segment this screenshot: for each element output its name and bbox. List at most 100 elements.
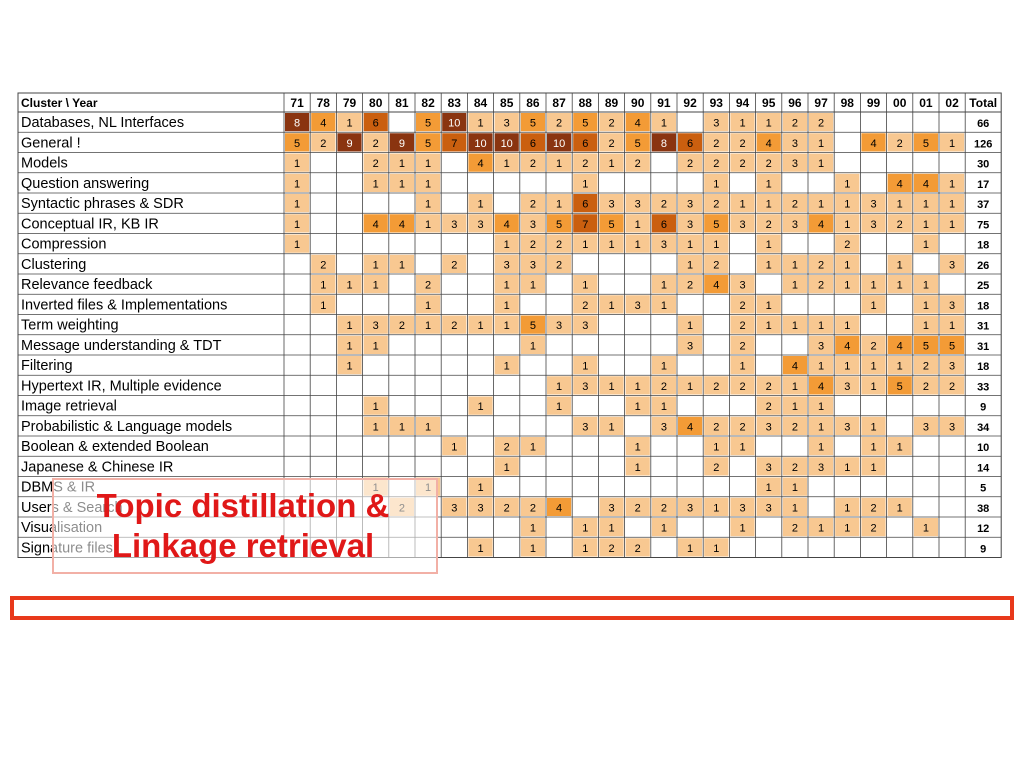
value-cell — [704, 234, 729, 253]
row-total: 9 — [980, 543, 986, 555]
value-cell — [494, 437, 519, 456]
value-cell — [442, 497, 467, 516]
value-cell — [756, 376, 781, 395]
row-label: Image retrieval — [21, 399, 117, 415]
cell-value: 1 — [477, 199, 483, 211]
value-cell — [573, 173, 598, 192]
row-label: Boolean & extended Boolean — [21, 439, 209, 455]
cell-value: 1 — [897, 502, 903, 514]
cell-value: 1 — [582, 361, 588, 373]
row-total: 17 — [977, 179, 989, 191]
header-year: 95 — [762, 96, 776, 110]
cell-value: 1 — [818, 401, 824, 413]
cell-value: 5 — [294, 138, 300, 150]
value-cell — [756, 457, 781, 476]
value-cell — [494, 254, 519, 273]
cell-value: 1 — [530, 543, 536, 555]
value-cell — [940, 356, 965, 375]
cell-value: 1 — [792, 280, 798, 292]
cell-value: 1 — [923, 300, 929, 312]
row-total: 12 — [977, 523, 989, 535]
cell-value: 5 — [949, 340, 955, 352]
value-cell — [940, 295, 965, 314]
cell-value: 1 — [766, 199, 772, 211]
value-cell — [861, 518, 886, 537]
cell-value: 10 — [553, 138, 565, 150]
header-year: 94 — [736, 96, 750, 110]
value-cell — [547, 113, 572, 132]
value-cell — [520, 113, 545, 132]
value-cell — [494, 497, 519, 516]
cell-value: 10 — [501, 138, 513, 150]
cell-value: 1 — [844, 280, 850, 292]
cell-value: 3 — [582, 421, 588, 433]
value-cell — [625, 113, 650, 132]
cell-value: 1 — [949, 219, 955, 231]
cell-value: 3 — [608, 502, 614, 514]
value-cell — [782, 113, 807, 132]
value-cell — [782, 477, 807, 496]
value-cell — [573, 133, 598, 152]
value-cell — [285, 194, 310, 213]
cell-value: 1 — [844, 259, 850, 271]
cell-value: 4 — [320, 118, 326, 130]
cell-value: 1 — [582, 178, 588, 190]
value-cell — [363, 113, 388, 132]
value-cell — [913, 356, 938, 375]
cell-value: 4 — [897, 178, 903, 190]
cell-value: 1 — [897, 442, 903, 454]
value-cell — [704, 133, 729, 152]
row-label: Syntactic phrases & SDR — [21, 196, 184, 212]
row-total: 14 — [977, 462, 990, 474]
value-cell — [887, 254, 912, 273]
value-cell — [651, 133, 676, 152]
value-cell — [494, 356, 519, 375]
value-cell — [704, 376, 729, 395]
cell-value: 1 — [608, 300, 614, 312]
value-cell — [468, 133, 493, 152]
value-cell — [782, 356, 807, 375]
value-cell — [547, 497, 572, 516]
cell-value: 5 — [635, 138, 641, 150]
cell-value: 4 — [897, 340, 903, 352]
value-cell — [835, 214, 860, 233]
value-cell — [442, 113, 467, 132]
value-cell — [861, 214, 886, 233]
header-cluster-label: Cluster \ Year — [21, 96, 98, 110]
value-cell — [756, 315, 781, 334]
cell-value: 1 — [923, 523, 929, 535]
value-cell — [782, 416, 807, 435]
value-cell — [599, 295, 624, 314]
value-cell — [730, 416, 755, 435]
value-cell — [782, 497, 807, 516]
value-cell — [940, 133, 965, 152]
cell-value: 2 — [504, 442, 510, 454]
value-cell — [442, 437, 467, 456]
header-year: 80 — [369, 96, 383, 110]
value-cell — [311, 295, 336, 314]
value-cell — [704, 254, 729, 273]
cell-value: 1 — [635, 381, 641, 393]
table-border — [17, 92, 1002, 558]
row-label: Term weighting — [21, 318, 119, 334]
value-cell — [651, 518, 676, 537]
value-cell — [704, 173, 729, 192]
cell-value: 3 — [792, 158, 798, 170]
value-cell — [756, 477, 781, 496]
cell-value: 1 — [294, 239, 300, 251]
cell-value: 1 — [425, 219, 431, 231]
value-cell — [940, 335, 965, 354]
header-total: Total — [969, 96, 997, 110]
value-cell — [547, 153, 572, 172]
cell-value: 3 — [844, 381, 850, 393]
cell-value: 1 — [608, 523, 614, 535]
cell-value: 1 — [792, 502, 798, 514]
cell-value: 1 — [818, 199, 824, 211]
value-cell — [730, 497, 755, 516]
cell-value: 3 — [582, 381, 588, 393]
value-cell — [363, 153, 388, 172]
value-cell — [782, 376, 807, 395]
header-year: 71 — [290, 96, 304, 110]
value-cell — [940, 173, 965, 192]
cell-value: 1 — [739, 442, 745, 454]
